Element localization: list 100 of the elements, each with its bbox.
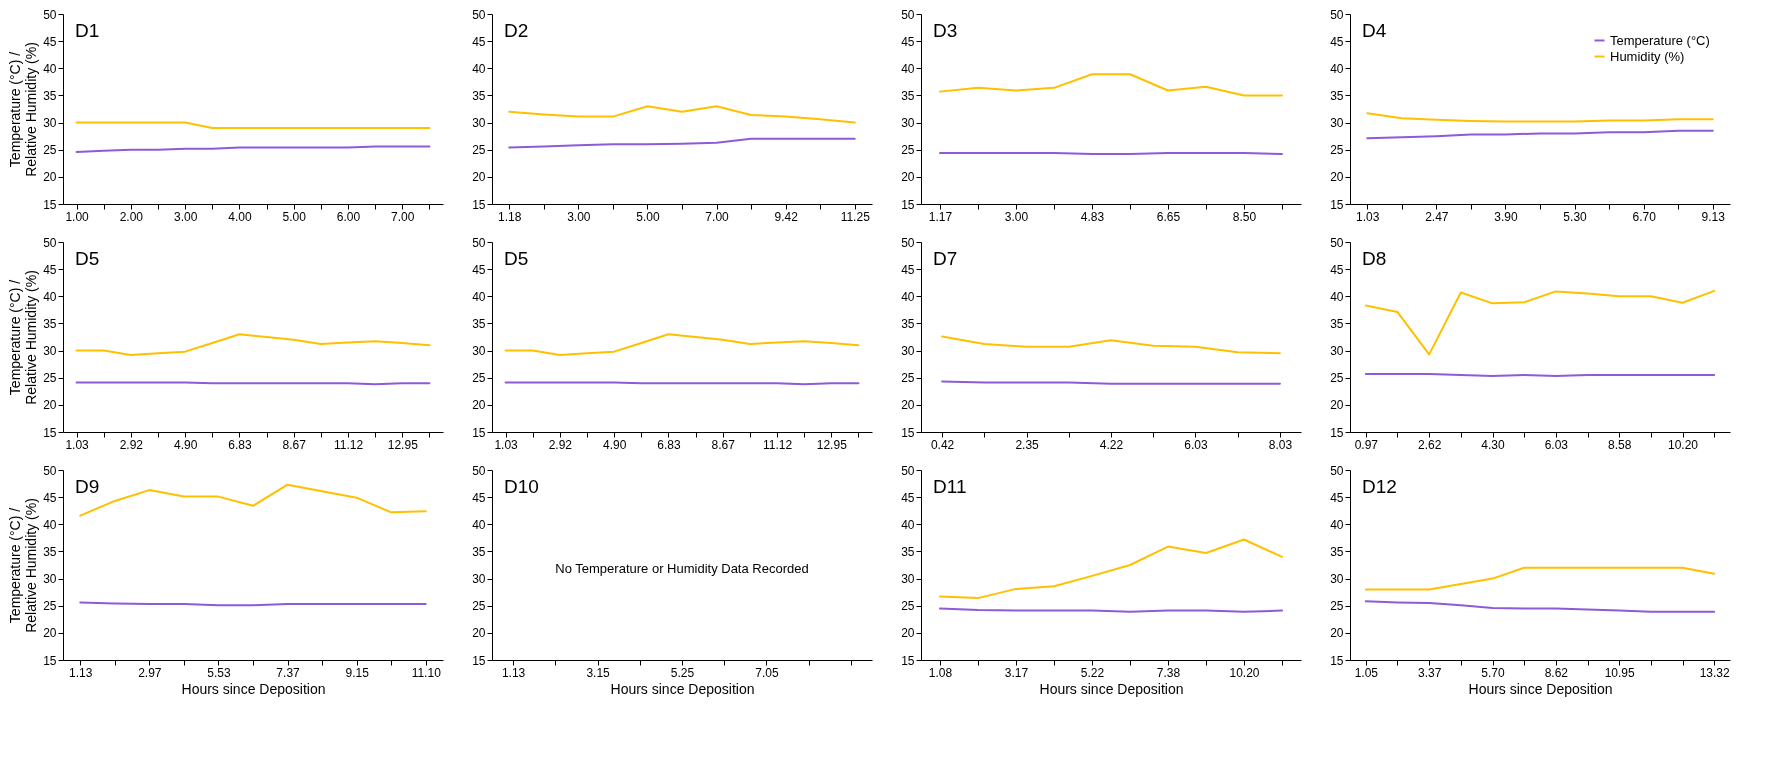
y-tick-label: 50: [1330, 7, 1344, 22]
x-tick-label: 5.00: [636, 209, 660, 224]
y-tick-label: 50: [901, 7, 915, 22]
y-tick-label: 50: [472, 463, 486, 478]
x-tick-label: 5.22: [1080, 665, 1105, 680]
x-tick-label: 2.97: [138, 665, 162, 680]
y-tick-label: 50: [1330, 463, 1344, 478]
y-tick-label: 35: [472, 544, 486, 559]
x-tick-label: 4.90: [173, 437, 198, 452]
x-tick-label: 1.05: [1354, 665, 1379, 680]
x-tick-label: 13.32: [1699, 665, 1731, 680]
x-tick-label: 3.37: [1417, 665, 1442, 680]
y-tick-label: 30: [1330, 344, 1344, 359]
x-axis-title: Hours since Deposition: [1039, 680, 1184, 697]
x-tick-label: 11.10: [411, 665, 442, 680]
y-tick-label: 25: [901, 371, 915, 386]
y-tick-label: 45: [1330, 490, 1344, 505]
y-tick-label: 20: [1330, 398, 1344, 413]
x-tick-label: 6.65: [1156, 209, 1181, 224]
y-tick-label: 50: [43, 7, 57, 22]
x-tick-label: 1.03: [1356, 209, 1380, 224]
y-tick-label: 15: [1330, 197, 1344, 212]
y-tick-label: 25: [472, 371, 486, 386]
y-tick-label: 40: [43, 517, 57, 532]
y-tick-label: 15: [1330, 653, 1344, 668]
y-tick-label: 15: [901, 197, 915, 212]
x-tick-label: 10.20: [1229, 665, 1260, 680]
chart-title: D9: [75, 476, 100, 497]
x-tick-label: 2.47: [1425, 209, 1449, 224]
annotation: No Temperature or Humidity Data Recorded: [555, 560, 809, 576]
y-tick-label: 25: [901, 143, 915, 158]
y-tick-label: 15: [472, 425, 486, 440]
x-tick-label: 5.70: [1481, 665, 1505, 680]
y-tick-label: 35: [472, 316, 486, 331]
x-tick-label: 3.90: [1494, 209, 1518, 224]
x-tick-label: 6.70: [1632, 209, 1657, 224]
x-tick-label: 4.90: [602, 437, 627, 452]
y-tick-label: 20: [472, 626, 486, 641]
chart-title: D8: [1362, 248, 1387, 269]
line-series: [1366, 112, 1714, 123]
chart-title: D7: [933, 248, 958, 269]
line-series: [1366, 129, 1714, 140]
y-tick-label: 35: [1330, 88, 1344, 103]
y-tick-label: 30: [472, 116, 486, 131]
chart-title: D5: [504, 248, 529, 269]
y-tick-label: 35: [43, 88, 57, 103]
y-tick-label: 35: [901, 544, 915, 559]
chart-title: D2: [504, 20, 529, 41]
line-series: [939, 538, 1283, 600]
x-tick-label: 7.00: [391, 209, 415, 224]
y-tick-label: 45: [43, 490, 57, 505]
line-series: [941, 335, 1281, 355]
y-tick-label: 40: [1330, 289, 1344, 304]
y-tick-label: 20: [43, 398, 57, 413]
y-tick-label: 50: [901, 235, 915, 250]
x-tick-label: 8.62: [1544, 665, 1569, 680]
y-tick-label: 40: [901, 61, 915, 76]
x-tick-label: 2.35: [1015, 437, 1040, 452]
y-tick-label: 50: [1330, 235, 1344, 250]
y-tick-label: 40: [43, 61, 57, 76]
y-tick-label: 20: [1330, 626, 1344, 641]
x-tick-label: 1.00: [65, 209, 90, 224]
line-series: [75, 333, 431, 356]
x-tick-label: 7.38: [1156, 665, 1181, 680]
y-tick-label: 15: [472, 197, 486, 212]
y-tick-label: 30: [901, 116, 915, 131]
y-tick-label: 45: [472, 34, 486, 49]
chart-title: D5: [75, 248, 100, 269]
x-tick-label: 11.12: [762, 437, 793, 452]
x-tick-label: 6.03: [1184, 437, 1208, 452]
x-tick-label: 6.03: [1544, 437, 1569, 452]
y-tick-label: 35: [43, 316, 57, 331]
y-tick-label: 30: [43, 116, 57, 131]
legend-label: Humidity (%): [1610, 48, 1685, 64]
x-tick-label: 5.53: [207, 665, 231, 680]
x-tick-label: 0.97: [1354, 437, 1379, 452]
x-tick-label: 10.95: [1604, 665, 1636, 680]
x-tick-label: 0.42: [930, 437, 955, 452]
x-tick-label: 3.15: [586, 665, 611, 680]
line-series: [508, 137, 856, 149]
line-series: [939, 73, 1283, 97]
y-tick-label: 30: [43, 572, 57, 587]
y-tick-label: 30: [472, 572, 486, 587]
x-tick-label: 9.42: [774, 209, 799, 224]
x-tick-label: 1.17: [928, 209, 953, 224]
x-axis-title: Hours since Deposition: [181, 680, 326, 697]
x-tick-label: 8.03: [1268, 437, 1293, 452]
y-tick-label: 45: [43, 34, 57, 49]
y-tick-label: 50: [472, 235, 486, 250]
y-tick-label: 35: [472, 88, 486, 103]
y-tick-label: 30: [1330, 116, 1344, 131]
y-tick-label: 45: [1330, 262, 1344, 277]
y-axis-title: Temperature (°C) / Relative Humidity (%): [7, 270, 40, 405]
chart-title: D3: [933, 20, 958, 41]
y-tick-label: 15: [43, 425, 57, 440]
chart-title: D11: [933, 476, 967, 497]
x-tick-label: 4.22: [1099, 437, 1124, 452]
y-tick-label: 50: [43, 235, 57, 250]
x-tick-label: 10.20: [1667, 437, 1699, 452]
x-tick-label: 4.30: [1481, 437, 1505, 452]
